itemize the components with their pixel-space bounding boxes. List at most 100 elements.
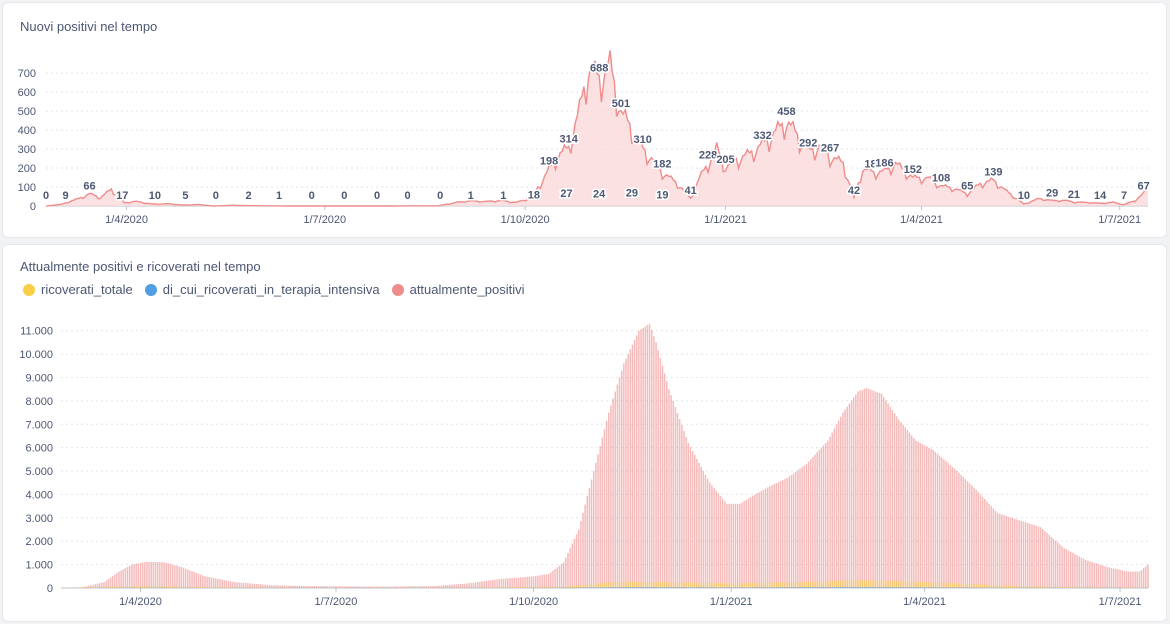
- bar-terapia-intensiva: [689, 587, 692, 588]
- legend-item-terapia-intensiva[interactable]: di_cui_ricoverati_in_terapia_intensiva: [144, 282, 380, 297]
- bar-ricoverati-totale: [837, 580, 840, 588]
- bar-ricoverati-totale: [176, 586, 178, 588]
- bar-attualmente-positivi: [1136, 571, 1139, 588]
- bar-terapia-intensiva: [837, 587, 840, 588]
- bar-attualmente-positivi: [444, 585, 447, 588]
- bar-ricoverati-totale: [150, 586, 152, 588]
- bar-attualmente-positivi: [1016, 519, 1018, 588]
- bar-attualmente-positivi: [382, 586, 384, 588]
- bar-attualmente-positivi: [320, 586, 322, 588]
- bar-ricoverati-totale: [857, 579, 859, 588]
- bar-terapia-intensiva: [941, 587, 943, 588]
- bar-terapia-intensiva: [880, 587, 883, 588]
- bar-attualmente-positivi: [715, 490, 717, 588]
- data-label: 0: [213, 190, 219, 202]
- bar-ricoverati-totale: [137, 586, 140, 588]
- legend-item-ricoverati-totale[interactable]: ricoverati_totale: [23, 282, 133, 297]
- bar-ricoverati-totale: [687, 582, 690, 588]
- bar-terapia-intensiva: [709, 587, 711, 588]
- bar-attualmente-positivi: [919, 443, 922, 588]
- bar-attualmente-positivi: [180, 566, 183, 588]
- bar-attualmente-positivi: [788, 476, 790, 588]
- bar-ricoverati-totale: [1037, 586, 1040, 588]
- bar-ricoverati-totale: [825, 581, 827, 588]
- bar-attualmente-positivi: [620, 370, 623, 588]
- bar-ricoverati-totale: [625, 581, 627, 588]
- bar-attualmente-positivi: [90, 585, 92, 588]
- bar-attualmente-positivi: [900, 422, 902, 588]
- bar-ricoverati-totale: [1046, 586, 1048, 588]
- bar-attualmente-positivi: [171, 564, 174, 588]
- bar-terapia-intensiva: [846, 587, 848, 588]
- bar-ricoverati-totale: [217, 587, 219, 588]
- bar-terapia-intensiva: [773, 587, 775, 588]
- bar-attualmente-positivi: [150, 561, 152, 588]
- bar-ricoverati-totale: [964, 583, 967, 588]
- bar-attualmente-positivi: [580, 521, 582, 588]
- bar-attualmente-positivi: [803, 465, 806, 588]
- bar-attualmente-positivi: [522, 577, 524, 588]
- bar-ricoverati-totale: [805, 581, 808, 588]
- bar-attualmente-positivi: [709, 482, 711, 588]
- bar-terapia-intensiva: [638, 587, 640, 588]
- bar-attualmente-positivi: [399, 586, 402, 588]
- bar-terapia-intensiva: [590, 587, 593, 588]
- bar-attualmente-positivi: [300, 585, 303, 588]
- bar-attualmente-positivi: [861, 389, 864, 588]
- bar-terapia-intensiva: [691, 587, 694, 588]
- bar-attualmente-positivi: [556, 567, 558, 588]
- bar-attualmente-positivi: [513, 577, 516, 588]
- bar-ricoverati-totale: [975, 584, 977, 588]
- bar-attualmente-positivi: [449, 584, 451, 588]
- bar-attualmente-positivi: [947, 463, 949, 588]
- bar-ricoverati-totale: [586, 584, 589, 588]
- bar-attualmente-positivi: [133, 564, 135, 588]
- bar-terapia-intensiva: [760, 587, 763, 588]
- bar-ricoverati-totale: [820, 581, 823, 588]
- bar-terapia-intensiva: [938, 587, 941, 588]
- legend-item-attualmente-positivi[interactable]: attualmente_positivi: [391, 282, 525, 297]
- bar-ricoverati-totale: [891, 580, 894, 588]
- bar-ricoverati-totale: [850, 580, 853, 588]
- bar-ricoverati-totale: [580, 585, 582, 588]
- bar-terapia-intensiva: [859, 587, 861, 588]
- data-label: 29: [626, 187, 638, 199]
- bar-ricoverati-totale: [724, 583, 726, 588]
- bar-attualmente-positivi: [1046, 532, 1048, 588]
- bar-attualmente-positivi: [775, 483, 778, 588]
- bar-attualmente-positivi: [234, 582, 236, 588]
- bar-ricoverati-totale: [174, 586, 176, 588]
- bar-attualmente-positivi: [236, 582, 238, 588]
- bar-terapia-intensiva: [642, 587, 644, 588]
- bar-ricoverati-totale: [717, 583, 720, 588]
- bar-ricoverati-totale: [124, 586, 127, 588]
- bar-attualmente-positivi: [517, 577, 520, 588]
- bar-terapia-intensiva: [915, 587, 917, 588]
- bar-ricoverati-totale: [721, 583, 724, 588]
- bar-attualmente-positivi: [859, 390, 861, 588]
- bar-attualmente-positivi: [904, 427, 906, 588]
- bar-attualmente-positivi: [361, 586, 363, 588]
- bar-attualmente-positivi: [792, 473, 795, 588]
- data-label: 332: [753, 130, 771, 142]
- bar-terapia-intensiva: [960, 587, 962, 588]
- bar-ricoverati-totale: [691, 582, 694, 588]
- bar-ricoverati-totale: [874, 580, 876, 588]
- bar-attualmente-positivi: [719, 495, 722, 588]
- bar-ricoverati-totale: [771, 582, 773, 588]
- bar-ricoverati-totale: [113, 586, 116, 588]
- bar-attualmente-positivi: [590, 479, 593, 588]
- bar-attualmente-positivi: [1067, 550, 1070, 588]
- bar-attualmente-positivi: [1033, 525, 1035, 588]
- bar-ricoverati-totale: [715, 583, 717, 588]
- bar-ricoverati-totale: [1007, 585, 1010, 588]
- bar-terapia-intensiva: [625, 587, 627, 588]
- bar-ricoverati-totale: [999, 585, 1001, 588]
- bar-ricoverati-totale: [1014, 585, 1016, 588]
- y-tick-label: 3.000: [25, 513, 53, 525]
- bar-ricoverati-totale: [1104, 587, 1106, 588]
- bar-attualmente-positivi: [616, 384, 619, 588]
- data-label: 17: [116, 190, 128, 202]
- bar-attualmente-positivi: [659, 358, 662, 588]
- bar-ricoverati-totale: [1054, 586, 1057, 588]
